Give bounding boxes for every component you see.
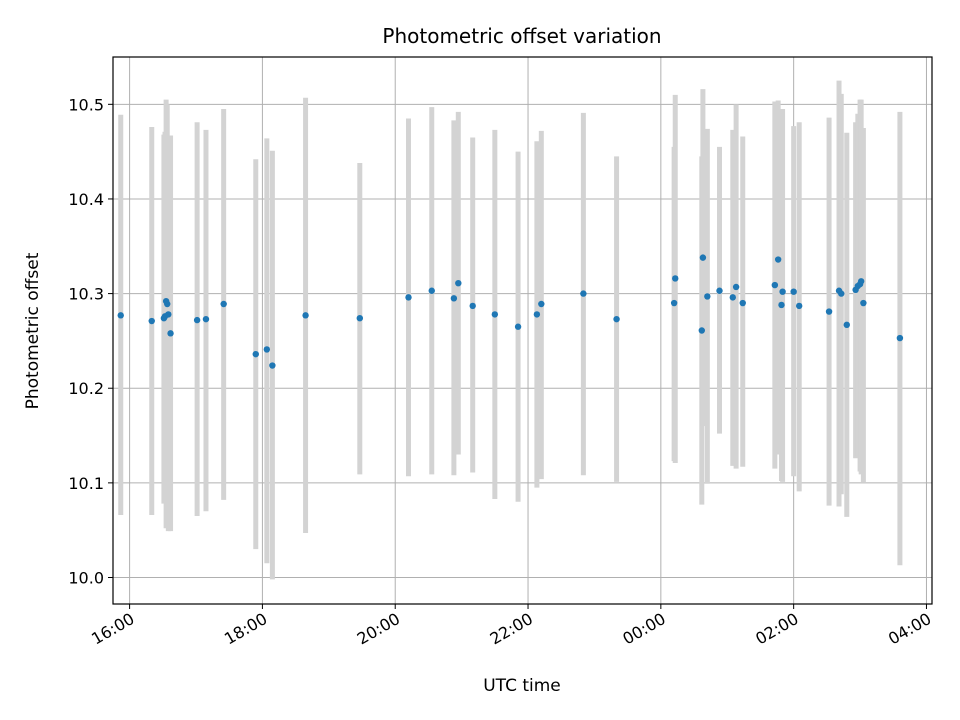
- x-axis-label: UTC time: [483, 676, 561, 696]
- data-point: [860, 299, 867, 307]
- data-point: [732, 283, 740, 291]
- data-point: [148, 317, 155, 325]
- data-point: [704, 293, 711, 300]
- data-point: [302, 312, 309, 319]
- data-point: [538, 300, 545, 308]
- data-point: [455, 279, 462, 287]
- data-point: [779, 288, 786, 295]
- y-axis-ticks: 10.0 10.1 10.2 10.3 10.4 10.5: [68, 95, 113, 588]
- data-point: [356, 314, 364, 322]
- data-point: [202, 315, 210, 323]
- data-point: [699, 254, 707, 261]
- data-point: [790, 288, 797, 295]
- data-point: [825, 308, 833, 315]
- data-point: [771, 281, 779, 289]
- data-points: [117, 254, 904, 369]
- data-point: [263, 346, 271, 353]
- data-point: [672, 275, 679, 282]
- data-point: [269, 362, 276, 369]
- chart-title: Photometric offset variation: [382, 24, 661, 48]
- data-point: [896, 334, 904, 342]
- data-point: [739, 299, 746, 307]
- plot-frame: [112, 56, 933, 605]
- data-point: [405, 294, 412, 301]
- data-point: [857, 278, 865, 285]
- data-point: [843, 321, 850, 329]
- data-point: [778, 301, 785, 309]
- data-point: [514, 323, 522, 330]
- data-point: [428, 287, 435, 294]
- data-point: [491, 311, 499, 318]
- data-point: [164, 300, 171, 308]
- data-point: [117, 312, 124, 319]
- data-point: [580, 290, 587, 297]
- data-point: [838, 290, 845, 297]
- data-point: [469, 302, 476, 310]
- data-point: [220, 300, 227, 308]
- data-point: [167, 330, 174, 337]
- y-tick-label: 10.5: [68, 95, 104, 114]
- data-point: [795, 302, 803, 310]
- data-point: [450, 295, 458, 302]
- data-point: [698, 327, 705, 334]
- data-point: [193, 316, 201, 324]
- data-point: [774, 256, 782, 263]
- y-tick-label: 10.0: [68, 569, 104, 588]
- data-point: [729, 294, 736, 301]
- data-point: [533, 311, 541, 318]
- data-point: [670, 299, 678, 307]
- data-point: [716, 287, 723, 294]
- y-axis-label: Photometric offset: [23, 252, 43, 409]
- data-point: [252, 350, 259, 358]
- y-tick-label: 10.1: [68, 474, 104, 493]
- y-tick-label: 10.3: [68, 285, 104, 304]
- y-tick-label: 10.2: [68, 379, 104, 398]
- data-point: [165, 311, 172, 318]
- data-point: [613, 315, 620, 323]
- y-tick-label: 10.4: [68, 190, 104, 209]
